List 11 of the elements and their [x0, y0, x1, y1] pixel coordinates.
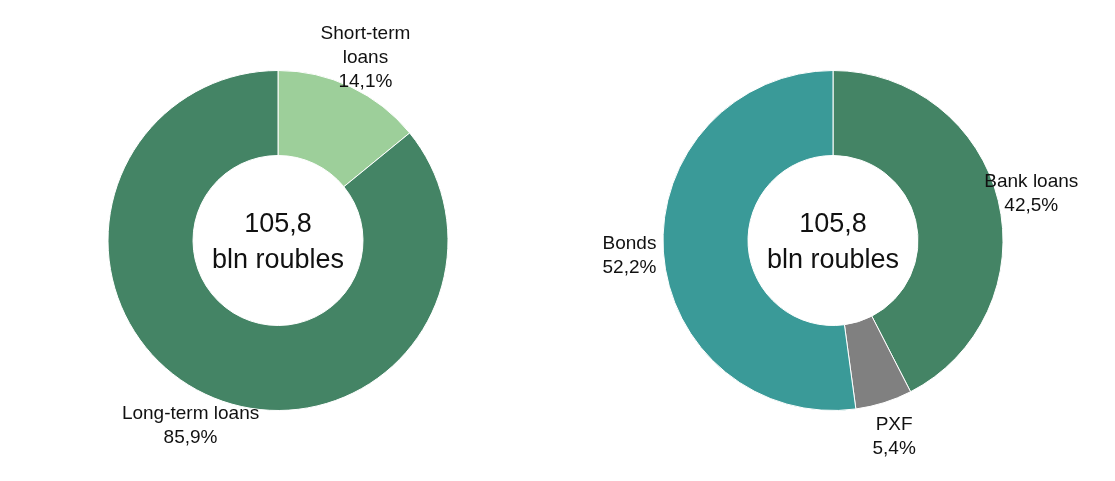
- text: 105,8 bln roubles: [211, 207, 345, 274]
- slice-label: Long-term loans: [121, 402, 260, 424]
- slice-label: Short-term loans: [320, 21, 411, 67]
- data-label: 52,2%: [602, 255, 657, 277]
- data-label: 14,1%: [338, 69, 393, 91]
- slice-label: PXF: [875, 412, 913, 434]
- data-label: 5,4%: [872, 436, 916, 458]
- data-label: 42,5%: [1004, 194, 1059, 216]
- slice-label: Bonds: [602, 231, 657, 253]
- data-label: 85,9%: [163, 426, 218, 448]
- text: 105,8 bln roubles: [766, 207, 900, 274]
